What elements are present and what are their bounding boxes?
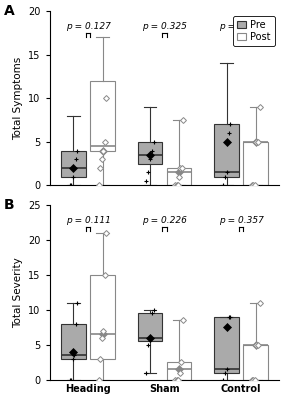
- PathPatch shape: [61, 324, 86, 359]
- Text: p = 0.357: p = 0.357: [219, 216, 264, 225]
- PathPatch shape: [167, 362, 192, 380]
- PathPatch shape: [214, 124, 239, 177]
- Text: p = 0.447: p = 0.447: [219, 22, 264, 31]
- PathPatch shape: [61, 150, 86, 177]
- PathPatch shape: [167, 168, 192, 186]
- Y-axis label: Total Severity: Total Severity: [13, 257, 23, 328]
- Text: p = 0.127: p = 0.127: [66, 22, 111, 31]
- Text: A: A: [4, 4, 15, 18]
- Text: p = 0.325: p = 0.325: [142, 22, 187, 31]
- PathPatch shape: [90, 81, 115, 150]
- Text: p = 0.111: p = 0.111: [66, 216, 111, 225]
- PathPatch shape: [138, 313, 162, 341]
- PathPatch shape: [90, 275, 115, 359]
- Y-axis label: Total Symptoms: Total Symptoms: [13, 57, 23, 140]
- Text: B: B: [4, 198, 15, 212]
- PathPatch shape: [243, 345, 268, 380]
- PathPatch shape: [243, 142, 268, 186]
- Text: p = 0.226: p = 0.226: [142, 216, 187, 225]
- PathPatch shape: [214, 317, 239, 373]
- PathPatch shape: [138, 142, 162, 164]
- Legend: Pre, Post: Pre, Post: [233, 16, 274, 46]
